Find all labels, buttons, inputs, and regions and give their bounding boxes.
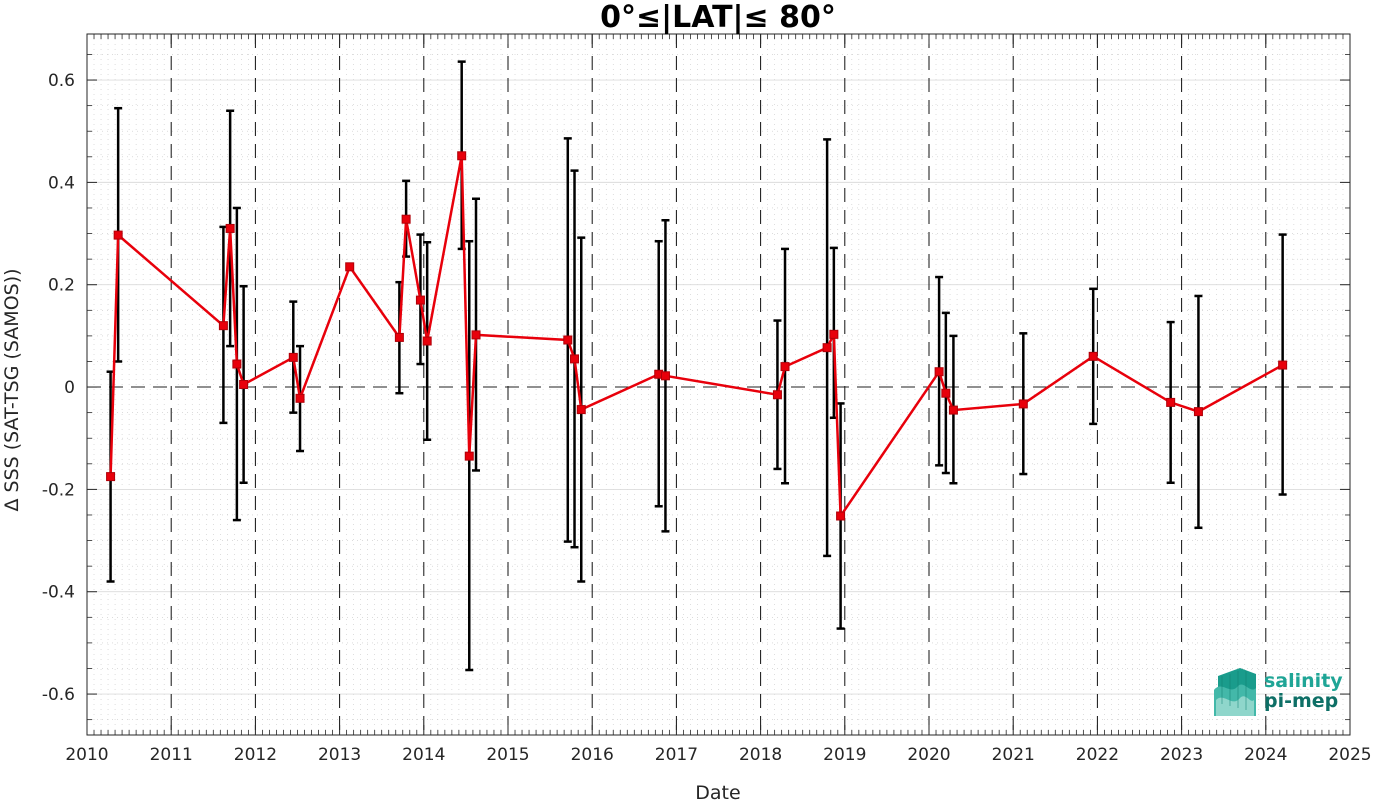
y-tick-label: 0: [64, 378, 75, 398]
axis-ticks: [86, 34, 1351, 735]
x-tick-label: 2010: [65, 745, 108, 765]
logo-text-pi-mep: pi-mep: [1264, 690, 1338, 712]
data-point: [941, 388, 951, 398]
x-axis-label: Date: [695, 782, 740, 801]
data-point: [822, 343, 832, 353]
x-tick-label: 2024: [1244, 745, 1287, 765]
x-tick-label: 2020: [907, 745, 950, 765]
data-point: [401, 214, 411, 224]
series-markers: [106, 151, 1288, 521]
y-axis-label: Δ SSS (SAT-TSG (SAMOS)): [1, 268, 23, 511]
x-tick-label: 2013: [318, 745, 361, 765]
data-point: [225, 223, 235, 233]
data-point: [934, 367, 944, 377]
data-point: [576, 405, 586, 415]
salinity-pi-mep-logo: salinity pi-mep: [1214, 668, 1343, 716]
logo-wave-icon: [1214, 668, 1256, 716]
data-point: [457, 151, 467, 161]
x-tick-labels: 2010 2011 2012 2013 2014 2015 2016 2017 2018 2019…: [65, 745, 1371, 765]
y-tick-label: -0.2: [42, 480, 75, 500]
data-point: [464, 451, 474, 461]
x-tick-label: 2012: [234, 745, 277, 765]
x-tick-label: 2023: [1160, 745, 1203, 765]
data-point: [1278, 360, 1288, 370]
x-tick-label: 2014: [402, 745, 445, 765]
x-tick-label: 2019: [823, 745, 866, 765]
major-grid: [87, 79, 1350, 695]
plot-frame: [86, 33, 1351, 736]
data-point: [1088, 351, 1098, 361]
data-point: [836, 511, 846, 521]
data-point: [113, 230, 123, 240]
x-tick-label: 2016: [571, 745, 614, 765]
data-point: [415, 295, 425, 305]
y-tick-label: 0.6: [48, 71, 75, 91]
logo-text-salinity: salinity: [1264, 670, 1343, 692]
y-tick-label: 0.2: [48, 276, 75, 296]
y-tick-label: -0.6: [42, 685, 75, 705]
data-point: [1193, 407, 1203, 417]
data-point: [232, 359, 242, 369]
x-tick-label: 2015: [486, 745, 529, 765]
y-tick-labels: -0.6 -0.4 -0.2 0 0.2 0.4 0.6: [42, 71, 75, 705]
x-tick-label: 2021: [992, 745, 1035, 765]
x-tick-label: 2017: [655, 745, 698, 765]
y-tick-label: 0.4: [48, 173, 75, 193]
x-tick-label: 2025: [1328, 745, 1371, 765]
data-point: [471, 330, 481, 340]
data-point: [239, 380, 249, 389]
data-point: [1166, 397, 1176, 407]
data-point: [106, 472, 116, 482]
year-dashed-lines: [170, 34, 1267, 735]
data-point: [295, 393, 305, 403]
data-point: [1018, 399, 1028, 409]
series-line: [109, 155, 1284, 520]
x-tick-label: 2018: [739, 745, 782, 765]
data-point: [780, 362, 790, 372]
data-point: [563, 335, 573, 345]
y-tick-label: -0.4: [42, 583, 75, 603]
data-point: [218, 321, 228, 331]
data-point: [772, 390, 782, 400]
chart-title: 0°≤|LAT|≤ 80°: [600, 0, 836, 35]
data-point: [345, 262, 355, 272]
data-point: [422, 336, 432, 346]
data-point: [829, 329, 839, 339]
data-point: [948, 405, 958, 415]
data-point: [394, 332, 404, 342]
data-point: [288, 352, 298, 362]
data-point: [570, 354, 580, 364]
x-tick-label: 2011: [150, 745, 193, 765]
x-tick-label: 2022: [1076, 745, 1119, 765]
data-point: [660, 371, 670, 381]
